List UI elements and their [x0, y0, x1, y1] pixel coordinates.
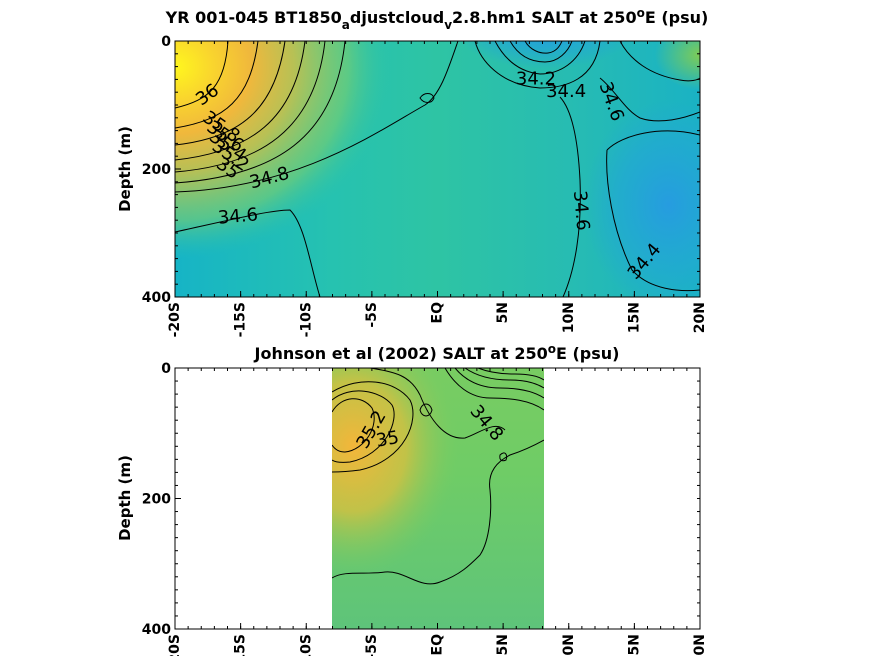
- x-tick-label: 10N: [561, 302, 577, 333]
- panel-2-y-ticks: 0 200 400: [142, 361, 181, 638]
- x-tick-label: 5N: [495, 634, 511, 655]
- x-tick-label: 20N: [692, 634, 708, 656]
- x-tick-label: 15N: [626, 302, 642, 333]
- panel-1-x-ticks: -20S -15S -10S -5S EQ 5N 10N 15N 20N: [167, 291, 708, 337]
- panel-2-title: Johnson et al (2002) SALT at 250oE (psu): [254, 342, 620, 363]
- y-tick-label: 400: [142, 622, 171, 638]
- panel-1-title: YR 001-045 BT1850adjustcloudv2.8.hm1 SAL…: [165, 6, 709, 32]
- panel-1-field: [175, 41, 700, 297]
- x-tick-label: 20N: [692, 302, 708, 333]
- panel-2-field: [332, 368, 544, 629]
- x-tick-label: 5N: [495, 302, 511, 323]
- x-tick-label: EQ: [430, 634, 446, 656]
- contour-label: 35: [374, 427, 400, 452]
- panel-2-contours: [332, 368, 544, 585]
- panel-1-ylabel: Depth (m): [116, 126, 134, 212]
- x-tick-label: -5S: [364, 302, 380, 328]
- x-tick-label: -5S: [364, 634, 380, 656]
- x-tick-label: -20S: [167, 302, 183, 337]
- y-tick-label: 0: [161, 361, 171, 377]
- contour-label: 34.6: [217, 204, 259, 228]
- x-tick-label: -10S: [298, 634, 314, 656]
- panel-2: Johnson et al (2002) SALT at 250oE (psu)…: [116, 342, 708, 656]
- x-tick-label: -10S: [298, 302, 314, 337]
- x-tick-label: EQ: [430, 302, 446, 324]
- x-tick-label: -15S: [233, 634, 249, 656]
- contour-label: 34.6: [569, 190, 593, 232]
- y-tick-label: 200: [142, 492, 171, 508]
- panel-1-minor-ticks: [174, 40, 701, 298]
- panel-1-y-ticks: 0 200 400: [142, 34, 181, 306]
- panel-2-ylabel: Depth (m): [116, 455, 134, 541]
- panel-2-x-ticks: -20S -15S -10S -5S EQ 5N 10N 15N 20N: [167, 623, 708, 656]
- panel-1: YR 001-045 BT1850adjustcloudv2.8.hm1 SAL…: [116, 6, 709, 337]
- y-tick-label: 0: [161, 34, 171, 50]
- contour-label: 34.4: [546, 81, 586, 102]
- x-tick-label: -20S: [167, 634, 183, 656]
- panel-1-contours: [175, 41, 700, 297]
- x-tick-label: -15S: [233, 302, 249, 337]
- y-tick-label: 200: [142, 162, 171, 178]
- x-tick-label: 10N: [561, 634, 577, 656]
- contour-label: 34.2: [516, 68, 556, 89]
- y-tick-label: 400: [142, 290, 171, 306]
- x-tick-label: 15N: [626, 634, 642, 656]
